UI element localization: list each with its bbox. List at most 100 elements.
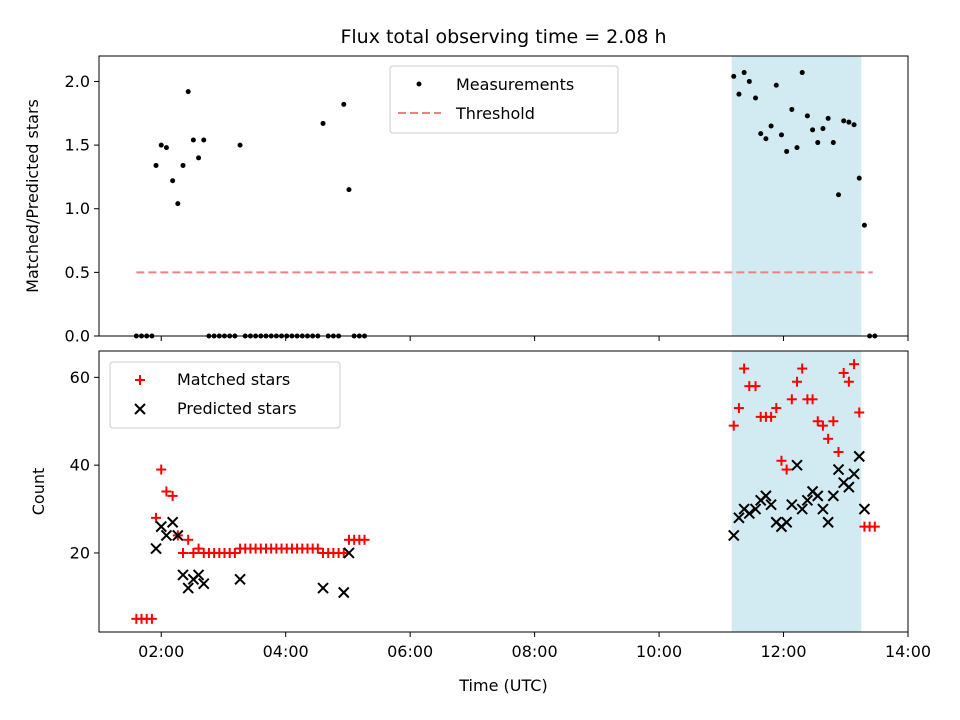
legend-marker-predicted bbox=[134, 403, 146, 415]
matched-star-point bbox=[817, 420, 828, 431]
x-tick-label: 08:00 bbox=[512, 642, 558, 661]
measurement-point bbox=[753, 95, 759, 101]
measurement-point bbox=[758, 131, 764, 137]
predicted-star-point bbox=[317, 582, 329, 594]
matched-star-point bbox=[869, 521, 880, 532]
matched-star-point bbox=[812, 416, 823, 427]
matched-star-point bbox=[193, 543, 204, 554]
matched-star-point bbox=[828, 416, 839, 427]
predicted-star-point bbox=[234, 573, 246, 586]
top-plot-frame bbox=[98, 55, 909, 337]
legend-plus-marker bbox=[135, 375, 145, 385]
measurement-point bbox=[794, 145, 800, 151]
matched-star-point bbox=[766, 411, 777, 422]
matched-star-point bbox=[183, 534, 194, 545]
predicted-star-point bbox=[343, 547, 355, 559]
top-data-points bbox=[133, 70, 878, 339]
x-tick-label: 02:00 bbox=[138, 642, 184, 661]
predicted-star-point bbox=[182, 582, 194, 594]
predicted-star-point bbox=[801, 494, 814, 506]
measurement-point bbox=[180, 162, 186, 168]
predicted-star-point bbox=[760, 490, 772, 502]
matched-star-point bbox=[188, 547, 199, 558]
predicted-star-point bbox=[832, 463, 845, 476]
predicted-star-point bbox=[733, 512, 745, 524]
measurement-point bbox=[841, 118, 847, 124]
measurement-point bbox=[778, 132, 784, 138]
top-panel: 0.0 0.5 1.0 1.5 2.0 Flux total observing tim… bbox=[23, 26, 909, 346]
matched-star-point bbox=[792, 376, 803, 387]
legend-x-marker bbox=[134, 403, 146, 415]
matched-star-point bbox=[776, 455, 787, 466]
matched-star-point bbox=[823, 433, 834, 444]
measurement-point bbox=[810, 127, 816, 133]
matched-star-point bbox=[156, 464, 167, 475]
measurement-point bbox=[170, 178, 176, 184]
matched-star-point bbox=[833, 446, 844, 457]
measurement-point bbox=[736, 91, 742, 97]
y-tick-label: 20 bbox=[70, 543, 90, 562]
predicted-star-point bbox=[786, 498, 798, 511]
bottom-y-axis-label: Count bbox=[29, 468, 48, 516]
predicted-star-point bbox=[765, 498, 777, 511]
matched-stars-points bbox=[131, 359, 880, 624]
matched-star-point bbox=[146, 613, 157, 624]
legend-label-measurements: Measurements bbox=[456, 75, 574, 94]
matched-star-point bbox=[733, 403, 744, 414]
measurement-point bbox=[856, 175, 862, 181]
measurement-point bbox=[820, 126, 826, 132]
measurement-point bbox=[799, 70, 805, 76]
measurement-point bbox=[851, 122, 857, 128]
predicted-star-point bbox=[853, 450, 865, 463]
matched-star-point bbox=[854, 407, 865, 418]
predicted-star-point bbox=[728, 529, 740, 542]
legend-label-predicted-stars: Predicted stars bbox=[177, 399, 297, 418]
matched-star-point bbox=[728, 420, 739, 431]
predicted-star-point bbox=[796, 503, 808, 515]
predicted-star-point bbox=[848, 468, 860, 480]
x-tick-label: 10:00 bbox=[636, 642, 682, 661]
matched-star-point bbox=[167, 490, 178, 501]
measurement-point bbox=[846, 119, 852, 125]
measurement-point bbox=[237, 142, 243, 148]
matched-star-point bbox=[838, 367, 849, 378]
legend-marker-matched bbox=[135, 375, 145, 385]
top-legend: Measurements Threshold bbox=[389, 65, 619, 134]
matched-star-point bbox=[797, 363, 808, 374]
predicted-star-point bbox=[160, 529, 173, 542]
matched-star-point bbox=[178, 547, 189, 558]
measurement-point bbox=[825, 115, 831, 121]
measurement-point bbox=[804, 113, 810, 119]
predicted-stars-points bbox=[150, 450, 871, 599]
bottom-highlight-span bbox=[731, 351, 862, 632]
measurement-point bbox=[320, 120, 326, 126]
measurement-point bbox=[784, 148, 790, 154]
y-tick-label: 1.5 bbox=[65, 136, 90, 155]
y-tick-label: 0.0 bbox=[65, 327, 90, 346]
x-tick-label: 12:00 bbox=[760, 642, 806, 661]
predicted-star-point bbox=[150, 542, 162, 555]
measurement-point bbox=[158, 142, 164, 148]
legend-marker-measurements bbox=[416, 81, 422, 87]
matched-star-point bbox=[739, 363, 750, 374]
matched-star-point bbox=[786, 394, 797, 405]
bottom-plot-frame bbox=[98, 350, 909, 633]
measurement-point bbox=[731, 73, 737, 79]
legend-label-threshold: Threshold bbox=[455, 104, 535, 123]
x-tick-label: 04:00 bbox=[263, 642, 309, 661]
measurement-point bbox=[746, 78, 752, 84]
measurement-point bbox=[190, 137, 196, 143]
predicted-star-point bbox=[858, 503, 871, 515]
predicted-star-point bbox=[817, 503, 829, 515]
measurement-point bbox=[768, 123, 774, 129]
measurement-point bbox=[763, 136, 769, 142]
matched-star-point bbox=[161, 486, 172, 497]
measurement-point bbox=[153, 162, 159, 168]
measurement-point bbox=[196, 155, 202, 161]
measurement-point bbox=[830, 140, 836, 146]
top-y-axis-label: Matched/Predicted stars bbox=[23, 99, 42, 293]
measurement-point bbox=[773, 82, 779, 88]
x-tick-label: 14:00 bbox=[885, 642, 931, 661]
measurement-point bbox=[861, 222, 867, 228]
chart-title: Flux total observing time = 2.08 h bbox=[340, 26, 666, 48]
